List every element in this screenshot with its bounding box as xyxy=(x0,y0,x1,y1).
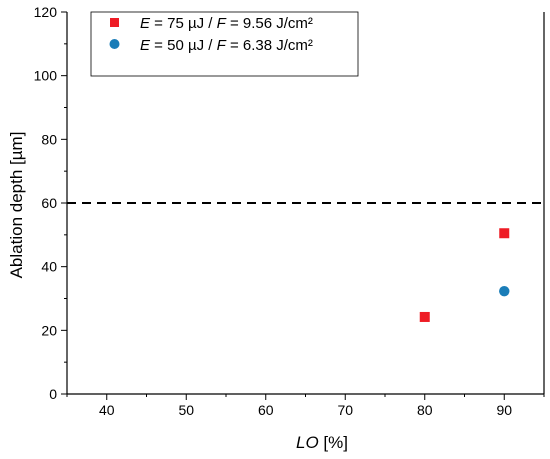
x-tick-label: 70 xyxy=(337,402,353,418)
legend-label-e: E xyxy=(140,37,151,54)
legend: E = 75 µJ / F = 9.56 J/cm² E = 50 µJ / F… xyxy=(90,11,359,77)
x-tick-label: 50 xyxy=(178,402,194,418)
data-point-circle xyxy=(499,285,510,297)
x-tick-label: 40 xyxy=(99,402,115,418)
legend-label-f: F xyxy=(217,15,227,32)
y-tick-label: 20 xyxy=(41,322,57,338)
y-tick-label: 120 xyxy=(34,4,58,20)
y-tick-label: 60 xyxy=(41,195,57,211)
y-tick-label: 100 xyxy=(34,68,58,84)
legend-label-fluence: = 9.56 J/cm² xyxy=(226,15,313,32)
legend-label-energy: = 50 µJ / xyxy=(150,37,217,54)
legend-label-series-1: E = 75 µJ / F = 9.56 J/cm² xyxy=(140,15,313,32)
legend-marker-circle xyxy=(109,39,120,49)
x-tick-label: 90 xyxy=(496,402,512,418)
legend-marker-square xyxy=(110,18,119,27)
x-axis-title-italic: LO xyxy=(296,433,319,452)
y-axis-title: Ablation depth [µm] xyxy=(7,132,26,279)
x-axis-title-rest: [%] xyxy=(319,433,348,452)
legend-box xyxy=(90,11,359,77)
axes: 40 50 60 70 80 90 0 20 40 60 80 100 120 xyxy=(34,4,545,418)
x-axis-title: LO [%] xyxy=(296,433,348,452)
x-tick-label: 60 xyxy=(258,402,274,418)
data-point-square xyxy=(499,228,510,239)
y-tick-label: 80 xyxy=(41,131,57,147)
legend-label-series-2: E = 50 µJ / F = 6.38 J/cm² xyxy=(140,37,313,54)
x-tick-label: 80 xyxy=(417,402,433,418)
legend-label-e: E xyxy=(140,15,151,32)
legend-label-fluence: = 6.38 J/cm² xyxy=(226,37,313,54)
legend-label-f: F xyxy=(217,37,227,54)
plot-area xyxy=(67,202,544,322)
legend-label-energy: = 75 µJ / xyxy=(150,15,217,32)
data-point-square xyxy=(419,311,430,322)
y-tick-label: 40 xyxy=(41,259,57,275)
y-tick-label: 0 xyxy=(49,386,57,402)
